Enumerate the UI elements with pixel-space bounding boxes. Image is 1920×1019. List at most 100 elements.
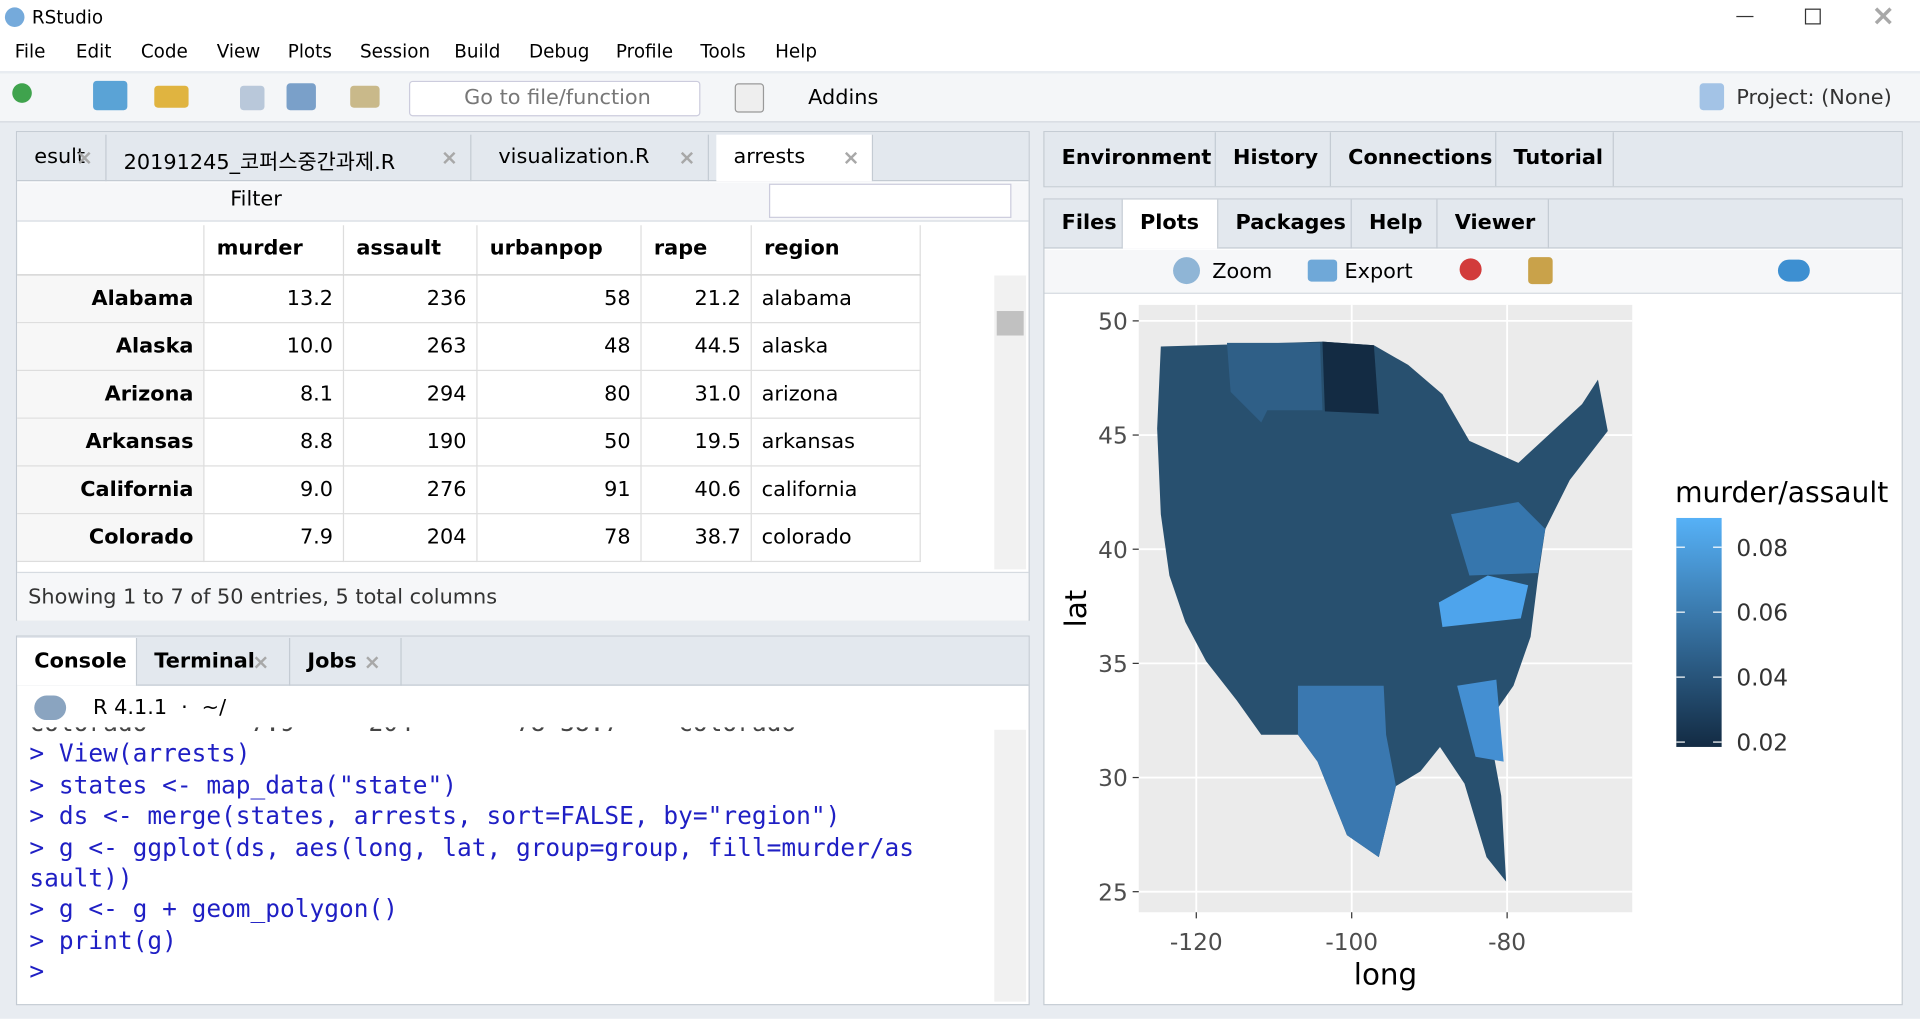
tab[interactable]: Tutorial — [1496, 132, 1614, 187]
open-file[interactable] — [154, 85, 189, 108]
y-tick-label: 50 — [1098, 308, 1128, 335]
cell: 10.0 — [204, 323, 345, 372]
cell: 91 — [477, 466, 642, 515]
layout-grid[interactable] — [734, 83, 765, 113]
filter[interactable]: Filter — [230, 187, 282, 212]
menu-item[interactable]: Tools — [700, 40, 746, 63]
cell: 236 — [344, 275, 478, 324]
tab[interactable]: esult — [17, 134, 107, 182]
x-tick-label: -80 — [1488, 929, 1526, 956]
tab[interactable]: History — [1216, 132, 1332, 187]
row-name: Alaska — [17, 323, 205, 372]
tab-label: Environment — [1061, 145, 1212, 171]
menu-item[interactable]: Debug — [528, 40, 590, 63]
export[interactable]: Export — [1344, 259, 1413, 285]
tab-label: Jobs — [307, 648, 357, 673]
menu-item[interactable]: Plots — [287, 40, 332, 63]
column-header[interactable]: murder — [204, 225, 345, 276]
cell: arkansas — [751, 418, 921, 467]
menu-item[interactable]: Edit — [75, 40, 112, 63]
new-file[interactable] — [12, 83, 32, 103]
region-south — [1297, 685, 1396, 858]
row-name: Arkansas — [17, 418, 205, 467]
console-line: > states <- map_data("state") — [29, 769, 457, 800]
restore[interactable] — [1804, 8, 1821, 25]
menu-item[interactable]: Build — [454, 40, 501, 63]
tab-close[interactable] — [255, 656, 267, 668]
console-line: > View(arrests) — [29, 738, 251, 769]
tab[interactable]: Connections — [1331, 132, 1497, 187]
save[interactable] — [240, 85, 265, 111]
cell: 263 — [344, 323, 478, 372]
legend-tick-label: 0.04 — [1736, 665, 1788, 692]
cell: 294 — [344, 371, 478, 419]
column-header[interactable]: assault — [344, 225, 478, 276]
tab[interactable]: Files — [1044, 199, 1123, 249]
tab[interactable]: Environment — [1044, 132, 1216, 187]
menu-item[interactable]: Code — [140, 40, 188, 63]
tab[interactable]: visualization.R — [481, 134, 709, 182]
tab[interactable]: Jobs — [290, 637, 402, 686]
colorbar — [1676, 517, 1722, 747]
export-icon[interactable] — [1307, 259, 1338, 282]
column-header[interactable]: rape — [641, 225, 752, 276]
scroll-thumb[interactable] — [996, 311, 1024, 336]
console-scrollbar[interactable] — [994, 729, 1027, 1002]
minimize[interactable] — [1736, 15, 1754, 18]
window-title: RStudio — [31, 6, 104, 29]
tab-label: Connections — [1348, 145, 1493, 171]
remove-plot[interactable] — [1459, 258, 1482, 281]
tab-label: Viewer — [1454, 210, 1536, 236]
goto-placeholder[interactable]: Go to file/function — [464, 85, 651, 111]
publish[interactable] — [1777, 259, 1810, 282]
tab-close x[interactable] — [78, 152, 90, 164]
env-tabbar — [1044, 132, 1902, 187]
new-project[interactable] — [93, 80, 128, 111]
search-box[interactable] — [768, 183, 1012, 218]
zoom-icon[interactable] — [1173, 257, 1201, 285]
legend-tick-label: 0.06 — [1736, 600, 1788, 627]
print[interactable] — [350, 85, 380, 108]
row-name: Colorado — [17, 514, 205, 563]
project[interactable]: Project: (None) — [1736, 85, 1892, 111]
menu-item[interactable]: Help — [775, 40, 817, 63]
tab-close x[interactable] — [681, 152, 693, 164]
console-line: > ds <- merge(states, arrests, sort=FALS… — [29, 801, 841, 831]
cell: 31.0 — [641, 371, 752, 419]
column-header[interactable]: region — [751, 225, 921, 276]
save-all[interactable] — [286, 83, 316, 111]
tab[interactable]: 20191245_코퍼스중간과제.R — [107, 134, 472, 182]
menu-item[interactable]: Profile — [615, 40, 674, 63]
menu-item[interactable]: Session — [360, 40, 431, 63]
cell: 80 — [477, 371, 642, 419]
menu-item[interactable]: File — [14, 40, 46, 63]
tab[interactable]: Packages — [1218, 199, 1352, 249]
addins[interactable]: Addins — [808, 85, 879, 111]
cell: alaska — [751, 323, 921, 372]
row-name: Alabama — [17, 275, 205, 324]
cell: 276 — [344, 466, 478, 515]
cell: 19.5 — [641, 418, 752, 467]
axes: 25 30 35 40 45 50 -120 -100 -80 long lat murder/ass… — [1059, 308, 1888, 991]
tab[interactable]: arrests — [716, 134, 874, 182]
cell: 7.9 — [204, 514, 345, 563]
zoom[interactable]: Zoom — [1212, 259, 1273, 285]
tab-close x[interactable] — [443, 152, 455, 164]
tab[interactable]: Help — [1352, 199, 1438, 249]
tab-close x[interactable] — [845, 152, 857, 164]
cell: alabama — [751, 275, 921, 324]
rowname-header[interactable] — [17, 225, 205, 276]
tab-label: Tutorial — [1513, 145, 1604, 171]
tab[interactable]: Console — [17, 637, 138, 686]
tab-close[interactable] — [366, 656, 378, 668]
clear-plots[interactable] — [1528, 257, 1553, 285]
tab[interactable]: Viewer — [1438, 199, 1549, 249]
column-header[interactable]: urbanpop — [477, 225, 642, 276]
menu-item[interactable]: View — [216, 40, 261, 63]
title-menu-area — [0, 0, 1920, 72]
goto-box[interactable] — [408, 80, 701, 117]
tab[interactable]: Terminal — [137, 637, 291, 686]
tab[interactable]: Plots — [1122, 199, 1219, 249]
